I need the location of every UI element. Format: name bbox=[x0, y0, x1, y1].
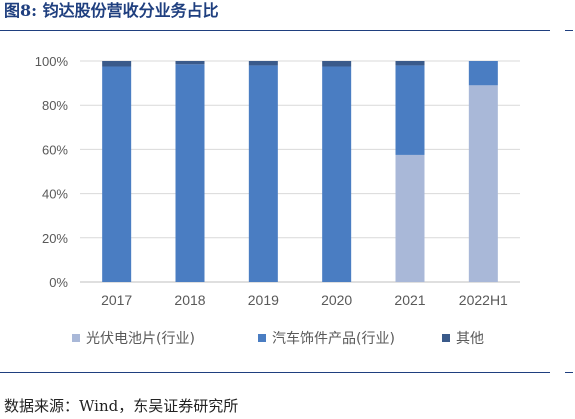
y-tick-label: 100% bbox=[35, 54, 69, 69]
legend-swatch bbox=[442, 334, 450, 342]
x-tick-label: 2018 bbox=[174, 292, 205, 308]
figure-title: 图8: 钧达股份营收分业务占比 bbox=[4, 1, 219, 20]
stacked-bar-chart: 0% 20% 40% 60% 80% 100% 2017 2018 2019 2020 2021 20… bbox=[35, 54, 520, 347]
y-tick-label: 60% bbox=[42, 142, 68, 157]
bar-segment-2 bbox=[102, 66, 132, 283]
x-tick-label: 2017 bbox=[101, 292, 132, 308]
bar-segment-3 bbox=[175, 61, 205, 65]
bar-segment-2 bbox=[468, 61, 498, 86]
bar-segment-3 bbox=[395, 61, 425, 66]
y-tick-label: 20% bbox=[42, 231, 68, 246]
bar-segment-2 bbox=[322, 66, 352, 283]
legend-label: 汽车饰件产品(行业) bbox=[272, 330, 395, 347]
legend-swatch bbox=[72, 334, 80, 342]
x-tick-label: 2022H1 bbox=[459, 292, 508, 308]
legend-label: 光伏电池片(行业) bbox=[86, 331, 195, 347]
y-tick-label: 40% bbox=[42, 187, 68, 202]
bar-segment-2 bbox=[248, 65, 278, 282]
x-tick-label: 2019 bbox=[248, 292, 279, 308]
source-note: 数据来源：Wind，东吴证券研究所 bbox=[4, 397, 239, 415]
bottom-rule bbox=[0, 372, 550, 373]
bar-segment-3 bbox=[248, 61, 278, 66]
legend-swatch bbox=[258, 334, 266, 342]
bar-segment-2 bbox=[175, 64, 205, 282]
bar-segment-2 bbox=[395, 65, 425, 155]
y-tick-label: 80% bbox=[42, 98, 68, 113]
bar-segment-1 bbox=[468, 85, 498, 282]
top-rule-edge bbox=[565, 30, 573, 31]
bar-segment-1 bbox=[395, 154, 425, 282]
legend-label: 其他 bbox=[456, 331, 484, 347]
y-tick-label: 0% bbox=[49, 275, 68, 290]
x-tick-label: 2020 bbox=[321, 292, 352, 308]
top-rule bbox=[0, 30, 550, 31]
x-tick-label: 2021 bbox=[394, 292, 425, 308]
bottom-rule-edge bbox=[565, 372, 573, 373]
bar-segment-3 bbox=[102, 61, 132, 67]
bar-segment-3 bbox=[322, 61, 352, 67]
